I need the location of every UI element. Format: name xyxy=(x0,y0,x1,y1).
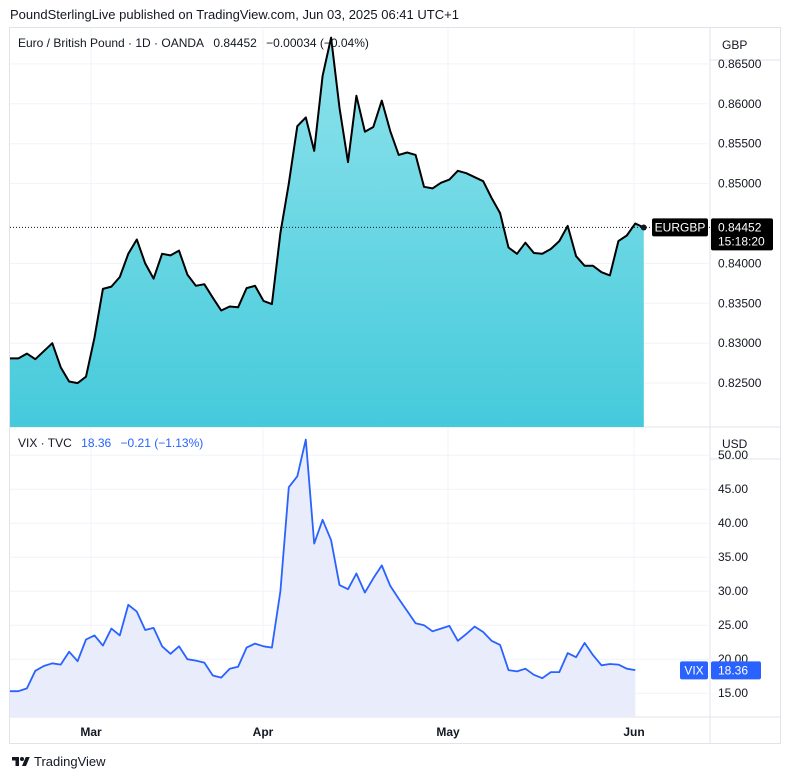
time-tick-label: May xyxy=(436,725,460,739)
eurgbp-change: −0.00034 (−0.04%) xyxy=(266,36,369,50)
vix-price-label: 18.36 xyxy=(718,663,748,677)
eurgbp-area xyxy=(10,37,644,427)
eurgbp-last: 0.84452 xyxy=(213,36,257,50)
eurgbp-countdown-label: 15:18:20 xyxy=(718,234,765,248)
eurgbp-legend[interactable]: Euro / British Pound · 1D · OANDA 0.8445… xyxy=(18,36,375,50)
eurgbp-line xyxy=(10,36,645,385)
vix-change: −0.21 (−1.13%) xyxy=(120,436,204,450)
publisher-credit: PoundSterlingLive published on TradingVi… xyxy=(10,7,459,22)
price-tick-label: 15.00 xyxy=(718,686,748,700)
time-tick-label: Jun xyxy=(623,725,644,739)
eurgbp-last-point xyxy=(640,224,647,231)
footer-brand[interactable]: TradingView xyxy=(12,754,106,769)
price-tick-label: 0.86000 xyxy=(718,97,762,111)
price-tick-label: 25.00 xyxy=(718,618,748,632)
price-tick-label: 0.85500 xyxy=(718,137,762,151)
tradingview-logo-icon xyxy=(12,756,30,766)
eurgbp-price-tag xyxy=(711,218,773,251)
price-tick-label: 0.82500 xyxy=(718,376,762,390)
price-tick-label: 0.85000 xyxy=(718,177,762,191)
currency-usd-button[interactable]: USD xyxy=(722,437,748,451)
vix-title: VIX · TVC xyxy=(18,436,72,450)
price-tick-label: 50.00 xyxy=(718,448,748,462)
vix-area xyxy=(10,439,636,717)
vix-line xyxy=(10,438,636,693)
price-tick-label: 30.00 xyxy=(718,584,748,598)
vix-last: 18.36 xyxy=(81,436,112,450)
time-tick-label: Mar xyxy=(80,725,102,739)
price-tick-label: 40.00 xyxy=(718,516,748,530)
currency-gbp-button[interactable]: GBP xyxy=(722,38,748,52)
price-tick-label: 0.84000 xyxy=(718,256,762,270)
footer-brand-label: TradingView xyxy=(34,754,106,769)
price-tick-label: 0.86500 xyxy=(718,57,762,71)
eurgbp-price-label: 0.84452 xyxy=(718,220,762,234)
vix-symbol-tag xyxy=(680,661,708,680)
price-tick-label: 0.83500 xyxy=(718,296,762,310)
price-tick-label: 0.83000 xyxy=(718,336,762,350)
chart-frame xyxy=(9,27,781,744)
vix-price-tag xyxy=(711,661,761,680)
eurgbp-title: Euro / British Pound · 1D · OANDA xyxy=(18,36,205,50)
eurgbp-symbol-label: EURGBP xyxy=(655,220,706,234)
time-tick-label: Apr xyxy=(253,725,274,739)
vix-symbol-label: VIX xyxy=(684,663,703,677)
vix-legend[interactable]: VIX · TVC 18.36 −0.21 (−1.13%) xyxy=(18,436,209,450)
price-tick-label: 35.00 xyxy=(718,550,748,564)
eurgbp-symbol-tag xyxy=(652,218,708,237)
price-tick-label: 45.00 xyxy=(718,482,748,496)
